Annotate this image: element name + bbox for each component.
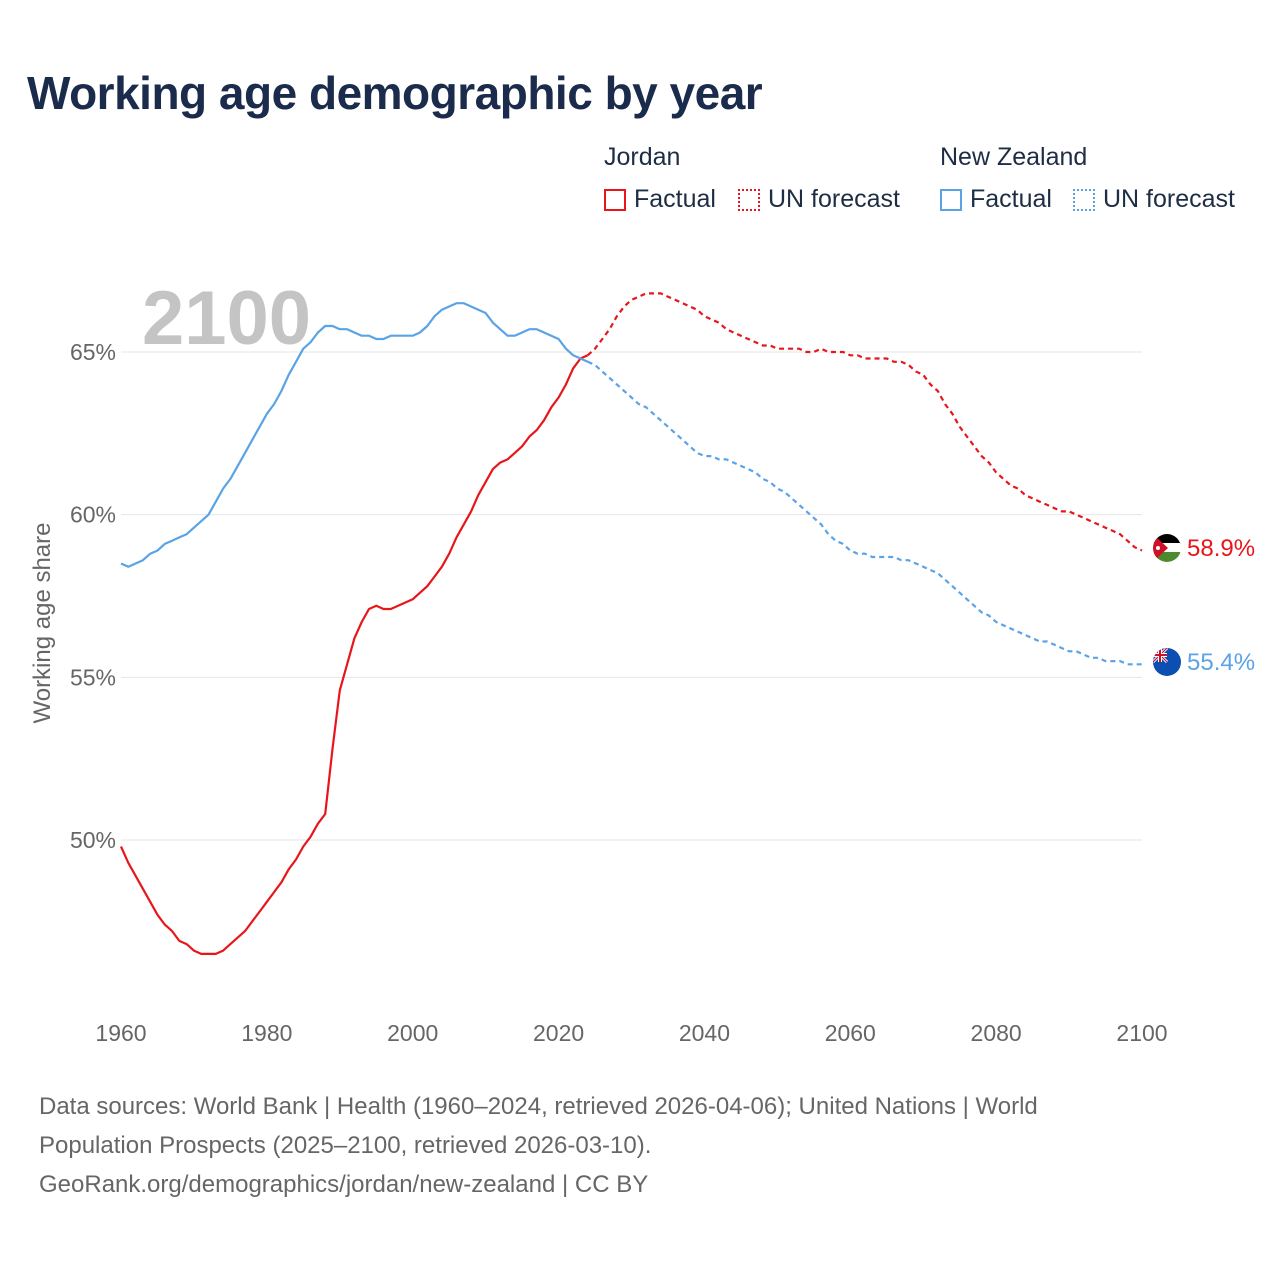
legend-label: Factual bbox=[634, 185, 716, 213]
new-zealand-flag-icon bbox=[1153, 648, 1181, 676]
x-tick-label: 2100 bbox=[1116, 1020, 1167, 1046]
end-label-new-zealand: 55.4% bbox=[1187, 649, 1255, 676]
legend-label: UN forecast bbox=[1103, 185, 1235, 213]
x-tick-label: 2040 bbox=[679, 1020, 730, 1046]
legend-swatch-jordan-factual bbox=[604, 188, 626, 211]
data-sources-footer: Data sources: World Bank | Health (1960–… bbox=[39, 1087, 1219, 1204]
y-tick-label: 65% bbox=[70, 339, 116, 365]
y-tick-label: 55% bbox=[70, 664, 116, 690]
legend-group-new-zealand: New Zealand bbox=[940, 143, 1088, 171]
x-tick-label: 2000 bbox=[387, 1020, 438, 1046]
legend-label: Factual bbox=[970, 185, 1052, 213]
y-tick-label: 60% bbox=[70, 502, 116, 528]
series-line-jordan-forecast[interactable] bbox=[586, 292, 1143, 552]
year-watermark: 2100 bbox=[142, 276, 311, 361]
y-tick-label: 50% bbox=[70, 827, 116, 853]
footer-sources-line-2: Population Prospects (2025–2100, retriev… bbox=[39, 1132, 652, 1159]
series-line-new-zealand-factual[interactable] bbox=[120, 302, 589, 568]
y-axis-label: Working age share bbox=[29, 523, 56, 724]
legend-label: UN forecast bbox=[768, 185, 900, 213]
x-tick-label: 1980 bbox=[241, 1020, 292, 1046]
legend-group-jordan: Jordan bbox=[604, 143, 681, 171]
x-tick-label: 2060 bbox=[825, 1020, 876, 1046]
jordan-flag-icon bbox=[1153, 534, 1181, 562]
legend-item-nz-forecast[interactable]: UN forecast bbox=[1073, 185, 1235, 214]
series-line-new-zealand-forecast[interactable] bbox=[587, 360, 1142, 666]
legend-swatch-nz-factual bbox=[940, 188, 962, 211]
chart-title: Working age demographic by year bbox=[27, 67, 763, 119]
footer-sources-line-1: Data sources: World Bank | Health (1960–… bbox=[39, 1093, 1038, 1120]
legend-swatch-jordan-forecast bbox=[738, 188, 760, 211]
x-tick-label: 1960 bbox=[95, 1020, 146, 1046]
legend-item-jordan-factual[interactable]: Factual bbox=[604, 185, 716, 214]
legend-swatch-nz-forecast bbox=[1073, 188, 1095, 211]
legend-item-nz-factual[interactable]: Factual bbox=[940, 185, 1052, 214]
x-tick-label: 2020 bbox=[533, 1020, 584, 1046]
legend-item-jordan-forecast[interactable]: UN forecast bbox=[738, 185, 900, 214]
x-tick-label: 2080 bbox=[971, 1020, 1022, 1046]
end-label-jordan: 58.9% bbox=[1187, 535, 1255, 562]
footer-source-link[interactable]: GeoRank.org/demographics/jordan/new-zeal… bbox=[39, 1171, 649, 1198]
series-line-jordan-factual[interactable] bbox=[119, 354, 589, 955]
